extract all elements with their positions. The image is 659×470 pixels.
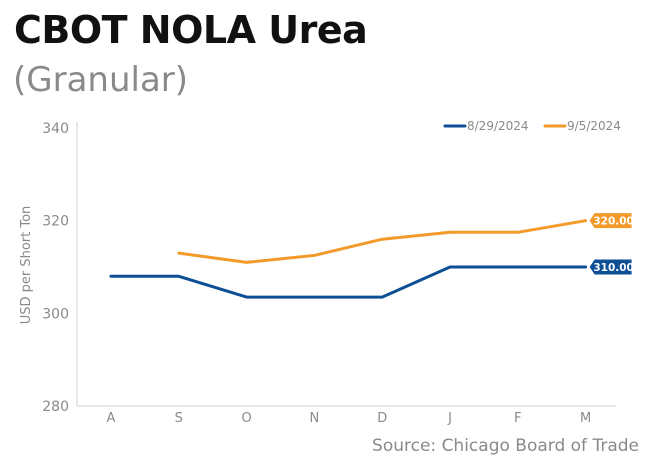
source-note: Source: Chicago Board of Trade xyxy=(372,436,639,456)
x-tick-label: S xyxy=(175,411,183,426)
page-title: CBOT NOLA Urea xyxy=(14,8,368,52)
end-label-tag-1 xyxy=(589,259,632,275)
y-tick-label: 340 xyxy=(42,121,69,137)
x-tick-label: D xyxy=(377,411,387,426)
x-tick-label: O xyxy=(241,411,251,426)
y-tick-label: 280 xyxy=(42,399,69,415)
legend-label-2: 9/5/2024 xyxy=(567,119,621,133)
x-tick-label: J xyxy=(447,411,452,426)
end-label-1: 310.00 xyxy=(593,262,634,274)
y-axis-label: USD per Short Ton xyxy=(19,206,34,325)
x-tick-label: F xyxy=(514,411,521,426)
series-line-1 xyxy=(109,265,588,299)
page-subtitle: (Granular) xyxy=(13,60,189,100)
y-tick-label: 320 xyxy=(42,214,69,230)
series-line-2 xyxy=(177,219,588,264)
x-tick-label: N xyxy=(310,411,320,426)
y-tick-label: 300 xyxy=(42,306,69,322)
x-tick-label: A xyxy=(107,411,116,426)
legend-label-1: 8/29/2024 xyxy=(467,119,529,133)
x-tick-label: M xyxy=(580,411,591,426)
end-label-2: 320.00 xyxy=(593,216,634,228)
end-label-tag-2 xyxy=(589,213,632,229)
